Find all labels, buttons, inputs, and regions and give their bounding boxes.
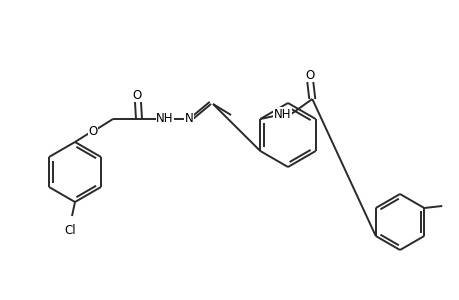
Text: O: O	[132, 88, 141, 101]
Text: O: O	[305, 68, 314, 82]
Text: Cl: Cl	[64, 224, 76, 237]
Text: NH: NH	[273, 107, 291, 121]
Text: O: O	[88, 124, 97, 137]
Text: N: N	[184, 112, 193, 124]
Text: NH: NH	[156, 112, 174, 124]
